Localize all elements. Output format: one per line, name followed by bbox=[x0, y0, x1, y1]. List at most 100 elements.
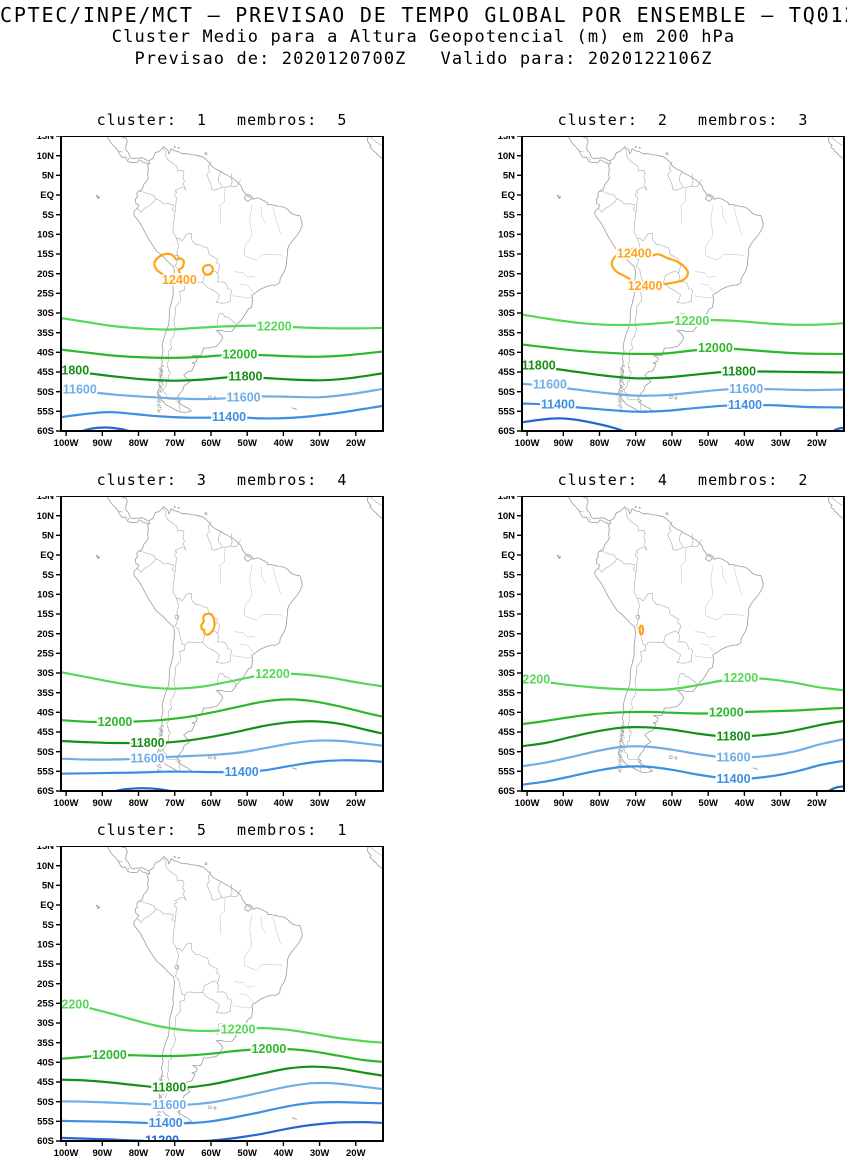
axes: 15N 10N 5N EQ 5S 10S 15S 20S 25S 30S 35S 40S 45S 50S 5… bbox=[37, 846, 384, 1157]
map-clip-area: 2200 12200 12000 11800 11600 11400 bbox=[522, 496, 844, 791]
lon-tick-label: 20W bbox=[346, 798, 366, 809]
lon-tick-label: 80W bbox=[590, 798, 610, 809]
lon-tick-label: 60W bbox=[662, 438, 682, 449]
lon-tick-label: 70W bbox=[165, 798, 185, 809]
contour-line-12200 bbox=[61, 671, 383, 690]
lat-tick-label: 60S bbox=[37, 1136, 54, 1147]
contour-line-11600 bbox=[522, 382, 844, 397]
contour-line-11600 bbox=[61, 387, 383, 401]
contour-label-12000: 12000 bbox=[98, 715, 133, 729]
lat-tick-label: 25S bbox=[37, 999, 54, 1010]
contour-label-11400: 11400 bbox=[716, 772, 750, 786]
lon-tick-label: 80W bbox=[129, 798, 149, 809]
lat-tick-label: EQ bbox=[501, 190, 515, 201]
contour-line-12200 bbox=[522, 676, 844, 692]
contour-line-11800 bbox=[522, 363, 844, 380]
contour-label-12000: 12000 bbox=[698, 341, 733, 355]
lon-tick-label: 20W bbox=[346, 1148, 366, 1157]
lat-tick-label: 30S bbox=[498, 308, 515, 319]
contour-label-12400: 12400 bbox=[162, 273, 197, 287]
lat-tick-label: 15N bbox=[37, 136, 55, 142]
contour-label-11800: 11800 bbox=[522, 358, 556, 372]
contour-label-11400: 11400 bbox=[149, 1116, 183, 1130]
contour-label-11400: 11400 bbox=[541, 397, 575, 411]
panel-cluster-3: cluster: 3 membros: 4 12200 12000 11800 116… bbox=[11, 468, 393, 828]
contour-line-12000 bbox=[61, 698, 383, 724]
lat-tick-label: 40S bbox=[498, 348, 515, 359]
lat-tick-label: 20S bbox=[37, 979, 54, 990]
map-clip-area: 2200 12200 12000 12000 11800 11600 11400 11200 bbox=[61, 846, 383, 1148]
lat-tick-label: 10N bbox=[37, 861, 55, 872]
contour-line-12000 bbox=[522, 706, 844, 726]
lat-tick-label: 35S bbox=[37, 328, 54, 339]
lon-tick-label: 90W bbox=[93, 1148, 113, 1157]
lon-tick-label: 50W bbox=[698, 438, 718, 449]
contour-label-11600: 11600 bbox=[716, 751, 750, 765]
lat-tick-label: 55S bbox=[498, 407, 515, 418]
contour-label-12200: 12200 bbox=[221, 1022, 256, 1036]
lat-tick-label: 35S bbox=[498, 688, 515, 699]
lon-tick-label: 100W bbox=[515, 798, 540, 809]
lat-tick-label: 55S bbox=[37, 767, 54, 778]
lat-tick-label: 40S bbox=[37, 708, 54, 719]
lat-tick-label: 5N bbox=[42, 881, 54, 892]
lat-tick-label: EQ bbox=[40, 190, 54, 201]
lon-tick-label: 30W bbox=[310, 1148, 330, 1157]
lon-tick-label: 70W bbox=[626, 798, 646, 809]
contour-line-12400 bbox=[200, 612, 216, 636]
lat-tick-label: 30S bbox=[37, 1018, 54, 1029]
lat-tick-label: 40S bbox=[37, 1058, 54, 1069]
map-clip-area: 12400 12200 12000 1800 11800 11600 11600 11400 bbox=[61, 136, 383, 431]
contour-line-12400 bbox=[638, 624, 645, 636]
lat-tick-label: 10N bbox=[37, 511, 55, 522]
lon-tick-label: 90W bbox=[554, 798, 574, 809]
contour-line-11800 bbox=[522, 719, 844, 748]
contour-label-12200: 12200 bbox=[723, 671, 758, 685]
panel-title: cluster: 2 membros: 3 bbox=[557, 111, 809, 129]
lat-tick-label: 40S bbox=[498, 708, 515, 719]
contour-label-11600: 11600 bbox=[63, 382, 97, 396]
lon-tick-label: 40W bbox=[735, 798, 755, 809]
lon-tick-label: 20W bbox=[807, 438, 827, 449]
cluster-3-map: 12200 12000 11800 11600 11400 15N 10N 5N EQ 5S 10S… bbox=[37, 496, 384, 809]
lat-tick-label: 10S bbox=[498, 590, 515, 601]
lat-tick-label: 5S bbox=[42, 570, 54, 581]
lat-tick-label: 20S bbox=[37, 269, 54, 280]
contour-label-12200: 12200 bbox=[257, 319, 292, 333]
lat-tick-label: 10N bbox=[37, 151, 55, 162]
contour-label-11800: 11800 bbox=[152, 1081, 186, 1095]
lat-tick-label: 50S bbox=[37, 387, 54, 398]
contour-line-11400 bbox=[522, 759, 844, 786]
panel-cluster-2: cluster: 2 membros: 3 12400 12400 12200 120… bbox=[472, 108, 847, 468]
map-frame bbox=[60, 496, 384, 792]
lat-tick-label: EQ bbox=[40, 900, 54, 911]
contour-line-11400 bbox=[61, 404, 383, 420]
lat-tick-label: 30S bbox=[37, 668, 54, 679]
contour-label-11200: 11200 bbox=[145, 1134, 179, 1148]
contour-label-12000: 12000 bbox=[252, 1042, 287, 1056]
map-frame bbox=[521, 136, 845, 432]
lon-tick-label: 50W bbox=[237, 438, 257, 449]
map-clip-area: 12400 12400 12200 12000 11800 11800 11600 11600… bbox=[522, 136, 844, 431]
map-frame bbox=[60, 846, 384, 1142]
base-map bbox=[95, 136, 383, 413]
lat-tick-label: 15N bbox=[37, 846, 55, 852]
lon-tick-label: 60W bbox=[201, 438, 221, 449]
panel-title: cluster: 1 membros: 5 bbox=[96, 111, 348, 129]
contour-line-11800 bbox=[61, 1065, 383, 1089]
lat-tick-label: 10S bbox=[498, 230, 515, 241]
lat-tick-label: 45S bbox=[37, 727, 54, 738]
lat-tick-label: 45S bbox=[498, 367, 515, 378]
contour-line-12000 bbox=[522, 343, 844, 356]
contour-line-12000 bbox=[61, 348, 383, 359]
lon-tick-label: 90W bbox=[93, 798, 113, 809]
lon-tick-label: 20W bbox=[346, 438, 366, 449]
lon-tick-label: 40W bbox=[274, 1148, 294, 1157]
contour-line-11600 bbox=[61, 739, 383, 761]
contour-label-12200: 2200 bbox=[522, 673, 550, 687]
lat-tick-label: 10S bbox=[37, 230, 54, 241]
contour-label-11800: 11800 bbox=[228, 370, 262, 384]
contour-label-11400: 11400 bbox=[225, 765, 259, 779]
base-map bbox=[556, 136, 844, 413]
lat-tick-label: 5N bbox=[503, 171, 515, 182]
